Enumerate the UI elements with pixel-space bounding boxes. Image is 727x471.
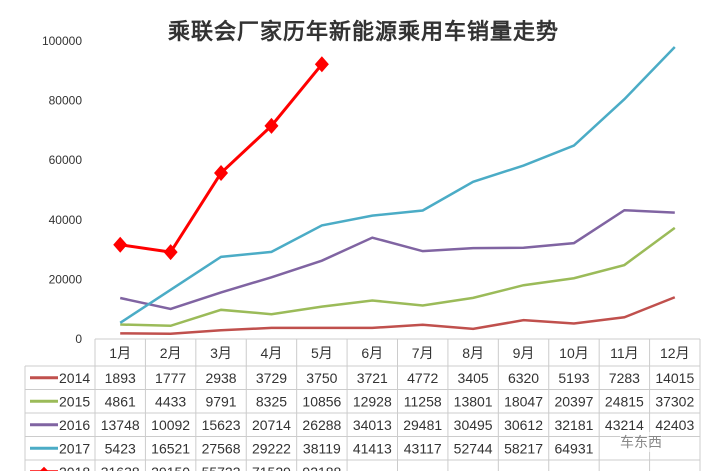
data-point-marker — [314, 56, 329, 73]
data-table-cell: 38119 — [303, 440, 341, 456]
data-table-cell: 27568 — [202, 440, 241, 456]
data-table-cell: 5193 — [558, 370, 589, 386]
series-line-2018 — [119, 63, 324, 254]
data-table-cell: 20397 — [554, 393, 593, 409]
data-table-cell: 34013 — [353, 417, 392, 433]
series-line-2016 — [119, 208, 675, 311]
watermark: 车东西 — [620, 432, 662, 452]
series-line-2017 — [119, 46, 676, 324]
series-line-2014 — [120, 296, 676, 335]
y-tick-label: 40000 — [49, 213, 83, 227]
legend-label: 2016 — [59, 417, 90, 433]
data-table-cell: 30495 — [454, 417, 493, 433]
data-table-cell: 43214 — [605, 417, 644, 433]
data-table-cell: 8325 — [256, 393, 287, 409]
data-point-marker — [113, 236, 128, 253]
data-table-cell: 42403 — [655, 417, 694, 433]
data-table-cell: 13748 — [101, 417, 140, 433]
data-table-cell: 30612 — [504, 417, 543, 433]
data-table-cell: 92188 — [302, 464, 341, 471]
data-table-cell: 4433 — [155, 393, 186, 409]
data-table-cell: 55723 — [202, 464, 241, 471]
data-table-cell: 1777 — [155, 370, 186, 386]
data-point-marker — [264, 117, 279, 134]
data-table-cell: 41413 — [353, 440, 392, 456]
data-table-cell: 11258 — [404, 393, 442, 409]
y-tick-label: 100000 — [42, 34, 82, 48]
data-table-cell: 16521 — [151, 440, 190, 456]
data-table-cell: 14015 — [655, 370, 694, 386]
x-category-label: 8月 — [462, 345, 484, 361]
data-table-cell: 58217 — [504, 440, 543, 456]
y-tick-label: 60000 — [49, 153, 83, 167]
x-category-label: 3月 — [210, 345, 232, 361]
x-category-label: 12月 — [660, 345, 690, 361]
legend-label: 2017 — [59, 440, 90, 456]
x-category-label: 6月 — [361, 345, 383, 361]
data-table-cell: 24815 — [605, 393, 644, 409]
data-table-cell: 20714 — [252, 417, 291, 433]
data-table-cell: 3729 — [256, 370, 287, 386]
data-table-cell: 10856 — [302, 393, 341, 409]
x-category-label: 2月 — [160, 345, 182, 361]
data-table-cell: 4772 — [407, 370, 438, 386]
data-table-cell: 31638 — [101, 464, 140, 471]
x-category-label: 1月 — [109, 345, 131, 361]
legend-label: 2014 — [59, 370, 90, 386]
data-table-cell: 7283 — [609, 370, 640, 386]
data-table-cell: 29150 — [151, 464, 190, 471]
legend-label: 2015 — [59, 393, 90, 409]
data-table-cell: 29222 — [252, 440, 291, 456]
data-table-cell: 3750 — [306, 370, 337, 386]
y-tick-label: 0 — [75, 332, 82, 346]
legend-label: 2018 — [59, 464, 90, 471]
legend-marker — [39, 466, 49, 471]
series-line-2015 — [120, 226, 676, 328]
data-table-cell: 37302 — [655, 393, 694, 409]
data-table-cell: 26288 — [302, 417, 341, 433]
data-table-cell: 1893 — [105, 370, 136, 386]
data-point-marker — [214, 164, 229, 181]
y-tick-label: 80000 — [49, 94, 83, 108]
data-table-cell: 32181 — [554, 417, 593, 433]
data-table-cell: 13801 — [454, 393, 493, 409]
x-category-label: 10月 — [559, 345, 589, 361]
data-table-cell: 3405 — [458, 370, 489, 386]
x-category-label: 5月 — [311, 345, 333, 361]
x-category-label: 4月 — [261, 345, 283, 361]
data-table-cell: 43117 — [404, 440, 442, 456]
data-table-cell: 18047 — [504, 393, 543, 409]
data-table-cell: 9791 — [205, 393, 236, 409]
data-point-marker — [163, 244, 178, 261]
data-table-cell: 71529 — [252, 464, 291, 471]
data-table-cell: 12928 — [353, 393, 392, 409]
y-tick-label: 20000 — [49, 272, 83, 286]
data-table-cell: 2938 — [205, 370, 236, 386]
data-table-cell: 6320 — [508, 370, 539, 386]
data-table-cell: 5423 — [105, 440, 136, 456]
x-category-label: 7月 — [412, 345, 434, 361]
x-category-label: 11月 — [610, 345, 639, 361]
data-table-cell: 4861 — [105, 393, 136, 409]
data-table-cell: 3721 — [357, 370, 388, 386]
chart-title: 乘联会厂家历年新能源乘用车销量走势 — [167, 20, 559, 45]
x-category-label: 9月 — [513, 345, 535, 361]
data-table-cell: 15623 — [202, 417, 241, 433]
data-table-cell: 29481 — [403, 417, 442, 433]
data-table-cell: 52744 — [454, 440, 493, 456]
data-table-cell: 64931 — [554, 440, 593, 456]
data-table-cell: 10092 — [151, 417, 190, 433]
